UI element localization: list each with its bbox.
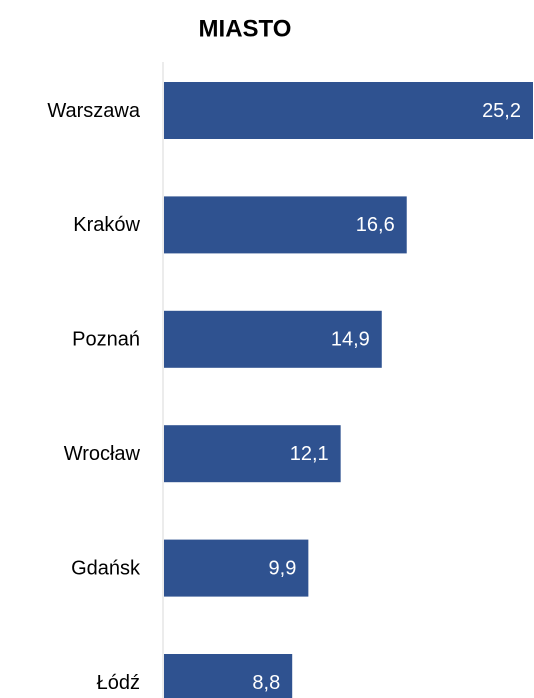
category-label: Warszawa (47, 100, 140, 122)
category-label: Gdańsk (71, 557, 141, 579)
value-label: 16,6 (356, 214, 395, 236)
value-label: 14,9 (331, 329, 370, 351)
category-label: Kraków (73, 214, 140, 236)
chart-title: MIASTO (199, 15, 292, 42)
category-label: Łódź (97, 672, 140, 694)
value-label: 25,2 (482, 100, 521, 122)
bar (164, 425, 341, 483)
value-label: 8,8 (252, 672, 280, 694)
category-label: Poznań (72, 329, 140, 351)
bar (164, 196, 407, 254)
category-label: Wrocław (64, 443, 141, 465)
bar (164, 539, 309, 597)
value-label: 12,1 (290, 443, 329, 465)
bar (164, 654, 293, 698)
value-label: 9,9 (269, 557, 297, 579)
bar (164, 310, 382, 368)
bar (164, 82, 533, 139)
